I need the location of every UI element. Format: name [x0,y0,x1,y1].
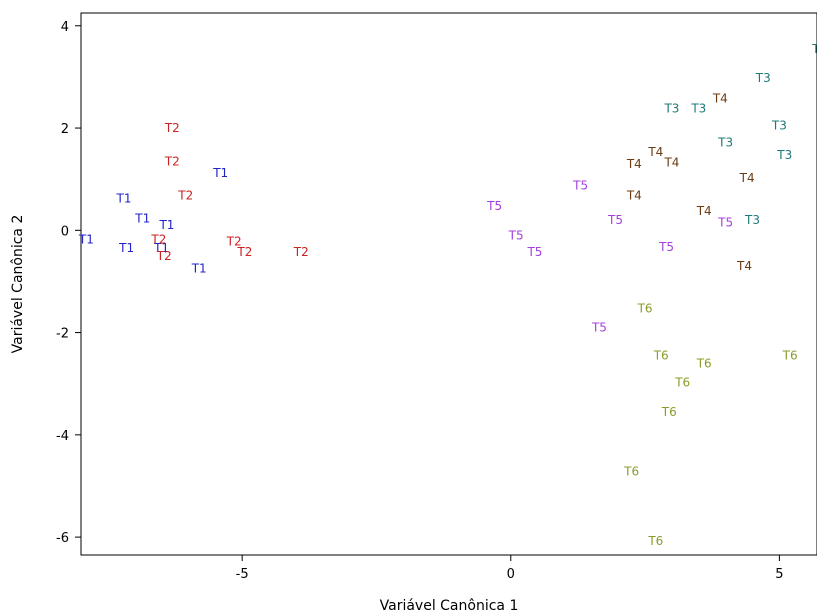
point-t6: T6 [623,465,639,479]
y-tick-label: -6 [56,531,69,546]
point-t3: T3 [811,42,817,56]
point-t6: T6 [637,302,653,316]
point-t1: T1 [191,262,207,276]
point-t3: T3 [717,135,733,149]
point-t2: T2 [236,245,252,259]
y-tick-label: 4 [61,20,69,35]
point-t5: T5 [572,178,588,192]
point-t1: T1 [78,233,94,247]
point-t4: T4 [626,157,642,171]
point-t5: T5 [526,245,542,259]
point-t5: T5 [591,320,607,334]
point-t2: T2 [156,249,172,263]
y-tick-label: -2 [56,327,69,342]
point-t3: T3 [663,102,679,116]
point-t1: T1 [212,166,228,180]
x-tick-label: -5 [236,567,249,582]
point-t3: T3 [771,118,787,132]
point-t1: T1 [118,241,134,255]
point-t3: T3 [755,71,771,85]
point-t5: T5 [486,199,502,213]
point-t4: T4 [663,155,679,169]
point-t1: T1 [158,218,174,232]
point-t5: T5 [658,240,674,254]
point-t4: T4 [626,189,642,203]
point-t2: T2 [164,154,180,168]
point-t1: T1 [115,192,131,206]
x-axis-ticks: -5 0 5 [236,555,784,582]
point-t6: T6 [647,534,663,548]
point-t2: T2 [226,235,242,249]
point-t4: T4 [739,171,755,185]
point-t4: T4 [736,259,752,273]
point-t3: T3 [776,148,792,162]
x-tick-label: 5 [775,567,783,582]
y-tick-label: 2 [61,122,69,137]
point-t3: T3 [690,102,706,116]
x-tick-label: 0 [507,567,515,582]
x-axis-title: Variável Canônica 1 [380,598,519,614]
point-t5: T5 [508,228,524,242]
data-points: T1T1T1T1T1T1T1T1T2T2T2T2T2T2T2T2T3T3T3T3… [78,42,817,548]
point-t6: T6 [696,356,712,370]
point-t4: T4 [647,145,663,159]
point-t5: T5 [607,213,623,227]
point-t2: T2 [177,189,193,203]
point-t6: T6 [661,405,677,419]
point-t6: T6 [674,376,690,390]
y-tick-label: -4 [56,429,69,444]
y-axis-ticks: -6 -4 -2 0 2 4 [56,20,81,546]
point-t5: T5 [717,216,733,230]
y-axis-title: Variável Canônica 2 [10,215,26,354]
point-t4: T4 [712,91,728,105]
point-t4: T4 [696,204,712,218]
point-t1: T1 [153,241,169,255]
point-t1: T1 [134,212,150,226]
point-t3: T3 [744,213,760,227]
point-t6: T6 [782,349,798,363]
point-t6: T6 [653,349,669,363]
plot-area [80,12,817,556]
point-t2: T2 [150,233,166,247]
point-t2: T2 [293,245,309,259]
point-t2: T2 [164,121,180,135]
y-tick-label: 0 [61,224,69,239]
